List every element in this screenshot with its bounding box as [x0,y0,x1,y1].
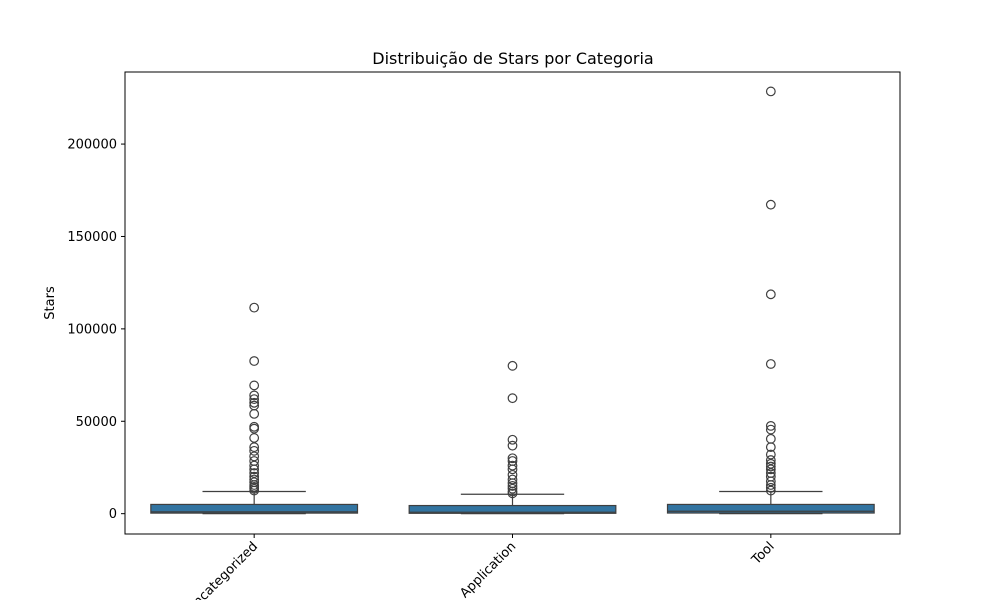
y-tick-label: 0 [109,507,117,522]
outlier-point-uncategorized [249,474,260,485]
x-tick-label: Application [457,539,519,600]
plot-frame [124,71,901,535]
outlier-point-uncategorized [249,433,260,443]
y-tick-label: 200000 [67,138,117,153]
outlier-point-uncategorized [249,464,260,475]
outlier-point-application [507,453,518,464]
outlier-point-tool [765,476,776,487]
outlier-point-application [507,360,518,371]
outlier-point-tool [765,433,776,444]
chart-title: Distribuição de Stars por Categoria [372,49,653,68]
outlier-point-tool [765,485,776,496]
x-tick-label: Tool [748,539,777,568]
outlier-point-uncategorized [249,451,260,462]
outlier-point-tool [765,86,776,97]
outlier-point-uncategorized [249,408,260,419]
outlier-point-tool [765,461,776,472]
box-uncategorized [150,503,359,514]
y-tick-label: 100000 [67,322,117,337]
outlier-point-tool [765,449,776,460]
outlier-point-application [507,481,518,491]
outlier-point-application [507,393,518,404]
outlier-point-tool [765,420,776,431]
outlier-point-tool [765,289,776,300]
outlier-point-uncategorized [249,445,260,456]
x-tick-label: Uncategorized [184,539,261,600]
outlier-point-application [507,460,518,471]
outlier-point-application [507,434,518,445]
box-application [408,504,617,514]
boxes-layer [150,86,875,515]
outlier-point-uncategorized [249,468,260,478]
y-axis-label: Stars [43,286,58,320]
outlier-point-uncategorized [249,394,260,404]
outlier-point-tool [765,455,776,465]
outlier-point-uncategorized [249,460,260,471]
outlier-point-tool [765,199,776,210]
outlier-point-uncategorized [249,397,260,408]
y-tick-label: 50000 [76,415,117,430]
outlier-point-tool [765,359,776,369]
outlier-point-uncategorized [249,442,260,453]
outlier-point-tool [765,442,776,453]
outlier-point-uncategorized [249,423,260,434]
outlier-point-application [507,483,518,494]
outlier-point-application [507,488,518,499]
outlier-point-uncategorized [249,390,260,401]
outlier-point-tool [765,482,776,493]
outlier-point-uncategorized [249,485,260,496]
outlier-point-uncategorized [249,380,260,391]
outlier-point-uncategorized [249,356,260,366]
outlier-point-application [507,464,518,475]
outlier-point-tool [765,424,776,435]
outlier-point-tool [765,480,776,490]
outlier-point-tool [765,464,776,475]
outlier-point-application [507,474,518,485]
outlier-point-tool [765,458,776,469]
y-tick-label: 150000 [67,230,117,245]
outlier-point-application [507,440,518,451]
axes-layer: Uncategorized Application Tool 0 50000 100000… [67,71,901,600]
outlier-point-uncategorized [249,302,260,313]
box-tool [666,503,875,514]
